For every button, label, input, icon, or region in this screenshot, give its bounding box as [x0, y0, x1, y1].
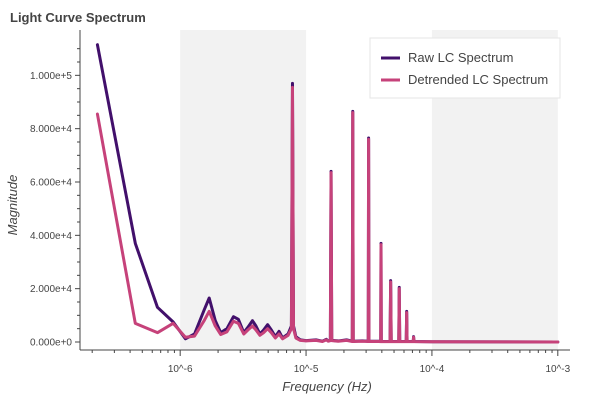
x-tick-label: 10^-6 — [168, 364, 193, 375]
legend-box — [369, 37, 561, 99]
y-tick-label: 0.000e+0 — [30, 338, 72, 349]
x-tick-label: 10^-3 — [545, 364, 570, 375]
chart-title: Light Curve Spectrum — [10, 10, 146, 25]
y-tick-label: 2.000e+4 — [30, 284, 72, 295]
legend-label-raw: Raw LC Spectrum — [408, 50, 513, 65]
shaded-band-1 — [180, 30, 307, 350]
y-tick-label: 6.000e+4 — [30, 178, 72, 189]
y-axis-label: Magnitude — [5, 175, 20, 236]
x-axis-label: Frequency (Hz) — [282, 379, 372, 394]
y-tick-label: 1.000e+5 — [30, 71, 72, 82]
y-tick-label: 4.000e+4 — [30, 231, 72, 242]
detrended-lc-spectrum-line — [95, 85, 560, 344]
legend: Raw LC Spectrum Detrended LC Spectrum — [369, 37, 561, 99]
axes: 0.000e+0 2.000e+4 4.000e+4 6.000e+4 8.000e+4… — [30, 30, 571, 375]
plot-lines — [95, 43, 560, 344]
y-tick-label: 8.000e+4 — [30, 124, 72, 135]
x-tick-label: 10^-5 — [294, 364, 319, 375]
legend-label-detrended: Detrended LC Spectrum — [408, 72, 548, 87]
x-tick-label: 10^-4 — [420, 364, 445, 375]
